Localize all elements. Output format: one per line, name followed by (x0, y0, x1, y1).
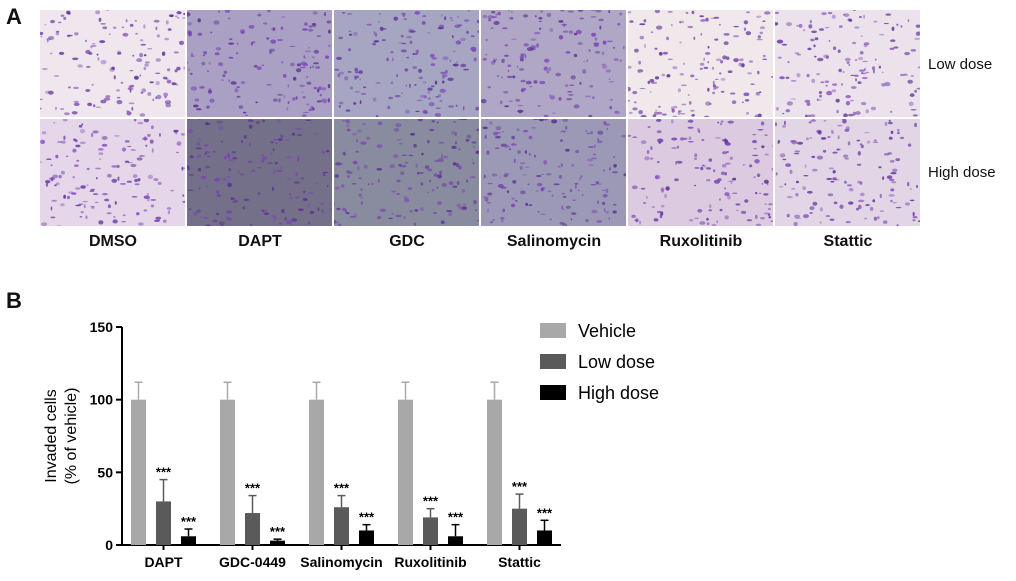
significance-label: *** (245, 481, 261, 496)
micrograph-stattic-low-dose (775, 10, 920, 117)
significance-label: *** (270, 524, 286, 539)
micrograph-dmso-low-dose (40, 10, 185, 117)
bar (537, 530, 552, 545)
significance-label: *** (334, 481, 350, 496)
x-tick-label: Ruxolitinib (394, 554, 466, 570)
y-tick-label: 100 (90, 392, 114, 408)
significance-label: *** (512, 479, 528, 494)
panel-a-letter: A (6, 4, 22, 29)
col-label-dmso: DMSO (89, 233, 137, 250)
bar (270, 540, 285, 545)
legend-label: High dose (578, 383, 659, 403)
bar (512, 508, 527, 545)
legend-label: Vehicle (578, 321, 636, 341)
bar (156, 501, 171, 545)
row-label-low-dose: Low dose (928, 56, 993, 73)
panel-b-letter: B (6, 288, 22, 313)
col-label-dapt: DAPT (238, 233, 282, 250)
y-tick-label: 150 (90, 319, 114, 335)
col-label-ruxolitinib: Ruxolitinib (659, 233, 743, 250)
micrograph-ruxolitinib-high-dose (628, 119, 773, 226)
row-label-high-dose: High dose (928, 164, 996, 181)
micrograph-gdc-high-dose (334, 119, 479, 226)
micrograph-salinomycin-low-dose (481, 10, 626, 117)
significance-label: *** (156, 465, 172, 480)
y-axis-label-units: (% of vehicle) (63, 388, 80, 485)
bar (359, 530, 374, 545)
col-label-salinomycin: Salinomycin (506, 233, 602, 250)
micrograph-dapt-high-dose (187, 119, 332, 226)
significance-label: *** (359, 510, 375, 525)
bar (245, 513, 260, 545)
x-tick-label: GDC-0449 (219, 554, 286, 570)
y-tick-label: 0 (105, 537, 113, 553)
significance-label: *** (181, 514, 197, 529)
micrograph-grid (40, 10, 920, 226)
legend-swatch (540, 323, 566, 338)
micrograph-dmso-high-dose (40, 119, 185, 226)
significance-label: *** (423, 494, 439, 509)
x-tick-label: Stattic (498, 554, 541, 570)
bar (334, 507, 349, 545)
bar (423, 517, 438, 545)
x-tick-label: Salinomycin (300, 554, 382, 570)
col-label-gdc: GDC (389, 233, 425, 250)
y-axis-label: Invaded cells (43, 389, 60, 482)
bar (309, 399, 324, 545)
bar (220, 399, 235, 545)
significance-label: *** (448, 510, 464, 525)
y-tick-label: 50 (97, 464, 113, 480)
bar (448, 536, 463, 545)
micrograph-dapt-low-dose (187, 10, 332, 117)
bar-chart: 0 50 100 150 Invaded cells (% of vehicle) *** *… (43, 319, 659, 570)
bar (131, 399, 146, 545)
significance-label: *** (537, 505, 553, 520)
micrograph-gdc-low-dose (334, 10, 479, 117)
legend-swatch (540, 354, 566, 369)
bar (398, 399, 413, 545)
bar (487, 399, 502, 545)
micrograph-ruxolitinib-low-dose (628, 10, 773, 117)
micrograph-salinomycin-high-dose (481, 119, 626, 226)
micrograph-stattic-high-dose (775, 119, 920, 226)
legend-label: Low dose (578, 352, 655, 372)
col-label-stattic: Stattic (823, 233, 873, 250)
bar (181, 536, 196, 545)
legend-swatch (540, 385, 566, 400)
x-tick-label: DAPT (144, 554, 183, 570)
